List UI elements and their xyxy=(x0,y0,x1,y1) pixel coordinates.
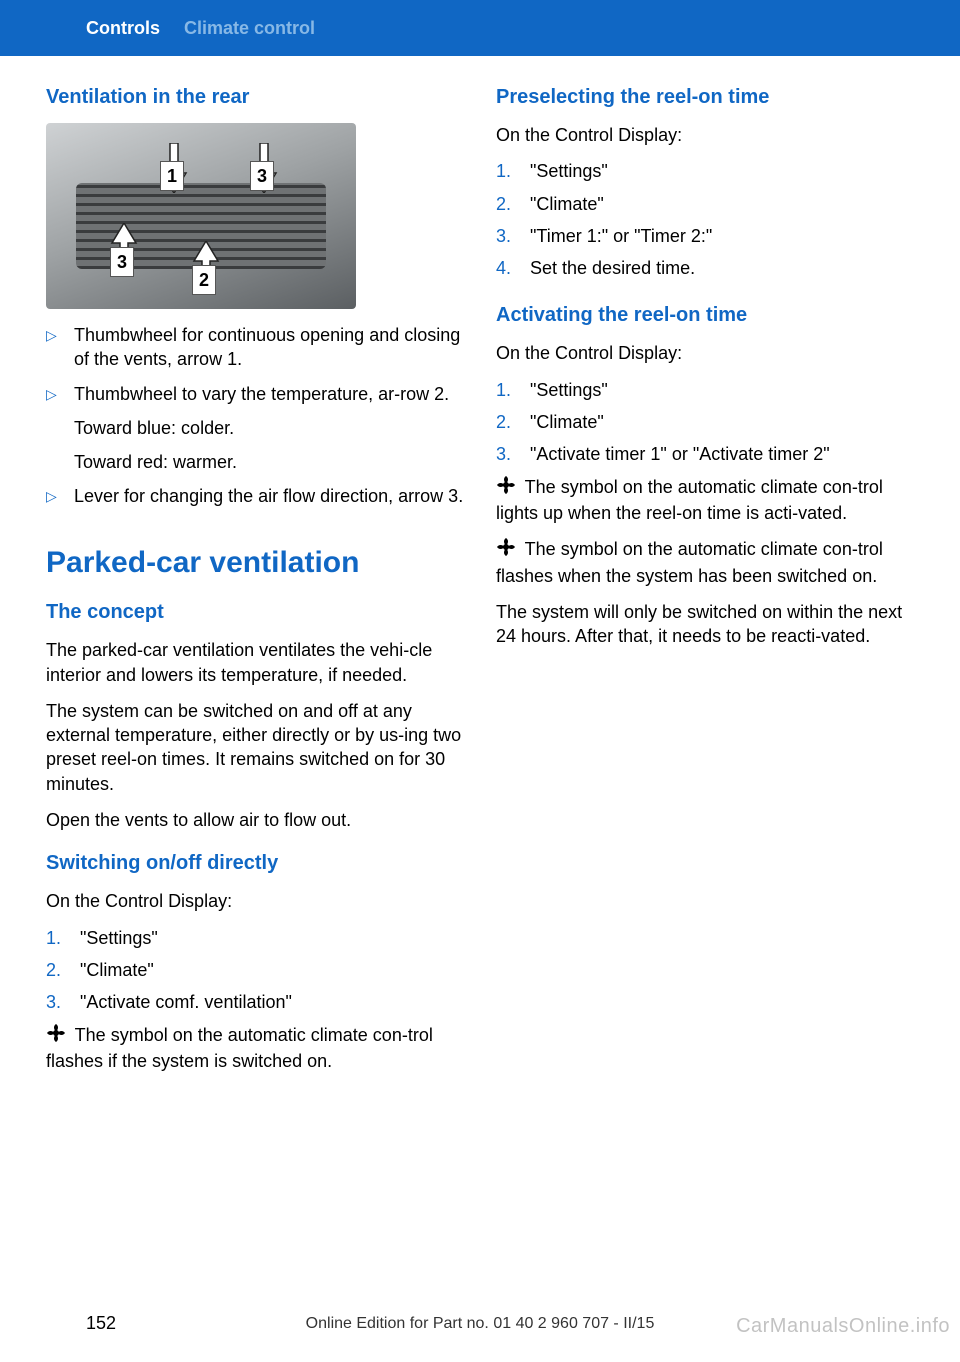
list-item: 3. "Activate timer 1" or "Activate timer … xyxy=(496,442,914,466)
step-num: 3. xyxy=(496,442,518,466)
preselecting-steps: 1. "Settings" 2. "Climate" 3. "Timer 1:" or… xyxy=(496,159,914,280)
bullet-item: ▷ Thumbwheel to vary the temperature, ar… xyxy=(46,382,464,406)
triangle-icon: ▷ xyxy=(46,323,60,372)
bullet-text: Thumbwheel to vary the temperature, ar‐r… xyxy=(74,382,464,406)
symbol-note-text: The symbol on the automatic climate con‐… xyxy=(46,1025,433,1071)
switching-intro: On the Control Display: xyxy=(46,889,464,913)
switching-steps: 1. "Settings" 2. "Climate" 3. "Activate com… xyxy=(46,926,464,1015)
symbol-note: The symbol on the automatic climate con‐… xyxy=(46,1023,464,1074)
step-num: 3. xyxy=(496,224,518,248)
activating-intro: On the Control Display: xyxy=(496,341,914,365)
preselecting-intro: On the Control Display: xyxy=(496,123,914,147)
symbol-note-2: The symbol on the automatic climate con‐… xyxy=(496,537,914,588)
triangle-icon: ▷ xyxy=(46,382,60,406)
page-number: 152 xyxy=(86,1313,116,1334)
concept-p2: The system can be switched on and off at… xyxy=(46,699,464,796)
content-area: Ventilation in the rear 1 3 3 2 ▷ Thu xyxy=(0,56,960,1085)
list-item: 3. "Timer 1:" or "Timer 2:" xyxy=(496,224,914,248)
right-column: Preselecting the reel-on time On the Con… xyxy=(496,84,914,1085)
list-item: 2. "Climate" xyxy=(496,410,914,434)
concept-p3: Open the vents to allow air to flow out. xyxy=(46,808,464,832)
heading-parked-car: Parked-car ventilation xyxy=(46,543,464,584)
step-text: "Climate" xyxy=(530,192,914,216)
symbol-note-1: The symbol on the automatic climate con‐… xyxy=(496,475,914,526)
step-text: "Activate timer 1" or "Activate timer 2" xyxy=(530,442,914,466)
list-item: 2. "Climate" xyxy=(46,958,464,982)
rear-vent-illustration: 1 3 3 2 xyxy=(46,123,356,309)
heading-concept: The concept xyxy=(46,599,464,626)
step-text: "Timer 1:" or "Timer 2:" xyxy=(530,224,914,248)
bullet-item: ▷ Thumbwheel for continuous opening and … xyxy=(46,323,464,372)
step-num: 2. xyxy=(496,410,518,434)
list-item: 1. "Settings" xyxy=(496,378,914,402)
callout-1: 1 xyxy=(160,161,184,191)
list-item: 2. "Climate" xyxy=(496,192,914,216)
list-item: 3. "Activate comf. ventilation" xyxy=(46,990,464,1014)
heading-activating: Activating the reel-on time xyxy=(496,302,914,329)
footer-edition: Online Edition for Part no. 01 40 2 960 … xyxy=(306,1315,655,1333)
concept-p1: The parked-car ventilation ventilates th… xyxy=(46,638,464,687)
bullet-text: Thumbwheel for continuous opening and cl… xyxy=(74,323,464,372)
step-text: "Activate comf. ventilation" xyxy=(80,990,464,1014)
step-num: 2. xyxy=(496,192,518,216)
callout-3a: 3 xyxy=(110,247,134,277)
step-num: 4. xyxy=(496,256,518,280)
list-item: 1. "Settings" xyxy=(496,159,914,183)
heading-switching: Switching on/off directly xyxy=(46,850,464,877)
header-bar: Controls Climate control xyxy=(0,0,960,56)
bullet-subtext: Toward blue: colder. xyxy=(74,416,464,440)
step-text: "Settings" xyxy=(530,378,914,402)
symbol-note-text: The symbol on the automatic climate con‐… xyxy=(496,477,883,523)
rear-vent-bullets: ▷ Thumbwheel for continuous opening and … xyxy=(46,323,464,406)
step-text: "Settings" xyxy=(80,926,464,950)
heading-preselecting: Preselecting the reel-on time xyxy=(496,84,914,111)
step-num: 1. xyxy=(496,378,518,402)
rear-vent-bullets-2: ▷ Lever for changing the air flow direct… xyxy=(46,484,464,508)
left-column: Ventilation in the rear 1 3 3 2 ▷ Thu xyxy=(46,84,464,1085)
fan-icon xyxy=(496,475,516,501)
list-item: 1. "Settings" xyxy=(46,926,464,950)
activating-note: The system will only be switched on with… xyxy=(496,600,914,649)
fan-icon xyxy=(46,1023,66,1049)
heading-ventilation-rear: Ventilation in the rear xyxy=(46,84,464,111)
step-text: "Climate" xyxy=(530,410,914,434)
step-text: Set the desired time. xyxy=(530,256,914,280)
header-tab-inactive: Climate control xyxy=(184,18,315,39)
callout-3b: 3 xyxy=(250,161,274,191)
activating-steps: 1. "Settings" 2. "Climate" 3. "Activate tim… xyxy=(496,378,914,467)
watermark: CarManualsOnline.info xyxy=(736,1315,950,1338)
symbol-note-text: The symbol on the automatic climate con‐… xyxy=(496,539,883,585)
triangle-icon: ▷ xyxy=(46,484,60,508)
step-num: 1. xyxy=(496,159,518,183)
step-num: 3. xyxy=(46,990,68,1014)
list-item: 4. Set the desired time. xyxy=(496,256,914,280)
bullet-subtext: Toward red: warmer. xyxy=(74,450,464,474)
fan-icon xyxy=(496,537,516,563)
header-tab-active: Controls xyxy=(86,18,160,39)
step-text: "Climate" xyxy=(80,958,464,982)
callout-2: 2 xyxy=(192,265,216,295)
bullet-text: Lever for changing the air flow directio… xyxy=(74,484,464,508)
bullet-item: ▷ Lever for changing the air flow direct… xyxy=(46,484,464,508)
step-text: "Settings" xyxy=(530,159,914,183)
step-num: 2. xyxy=(46,958,68,982)
step-num: 1. xyxy=(46,926,68,950)
